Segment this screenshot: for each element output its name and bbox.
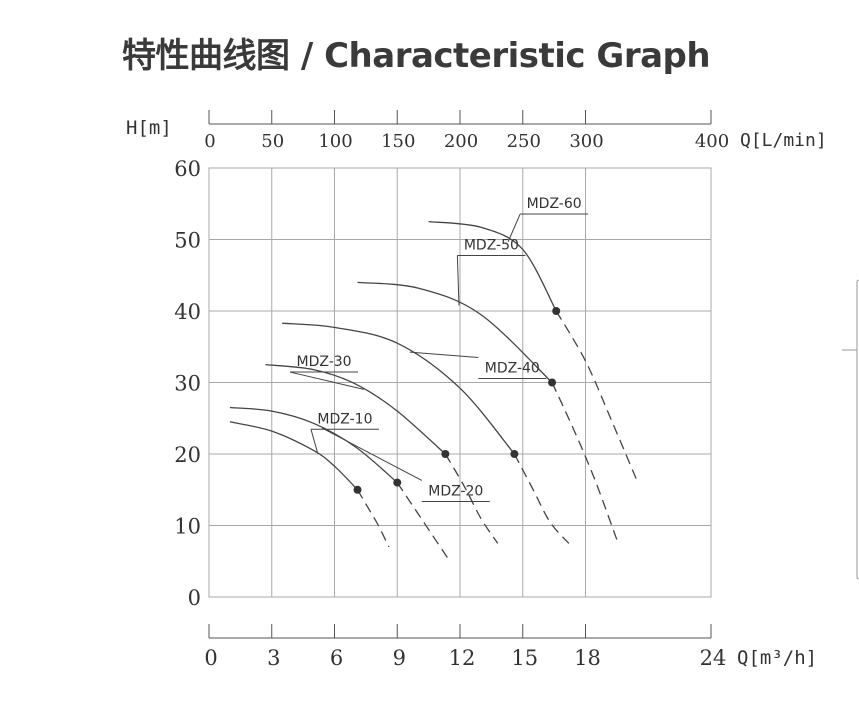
bottom-tick-label: 18 (574, 646, 601, 670)
curve-mdz-50-dashed (551, 382, 618, 541)
curve-mdz-30-solid (265, 363, 446, 455)
rated-point-mdz-60 (552, 307, 561, 315)
y-axis-label: H[m] (126, 117, 172, 139)
top-x-axis-label: Q[L/min] (740, 130, 827, 151)
label-mdz-30: MDZ-30 (297, 354, 352, 370)
top-tick-label: 100 (318, 131, 352, 152)
y-tick-label: 60 (174, 157, 201, 181)
page-title: 特性曲线图 / Characteristic Graph (122, 36, 711, 76)
curve-mdz-10-solid (229, 421, 358, 491)
edge-decoration (842, 279, 859, 580)
rated-point-mdz-30 (441, 450, 450, 458)
top-tick-label: 150 (381, 131, 415, 152)
bottom-tick-label: 24 (700, 646, 727, 670)
rated-point-mdz-10 (353, 485, 362, 494)
bottom-tick-label: 9 (393, 646, 406, 670)
top-tick-label: 300 (569, 131, 603, 152)
label-leader (310, 429, 319, 454)
y-tick-label: 50 (174, 229, 201, 253)
label-mdz-40: MDZ-40 (485, 360, 540, 376)
label-leader (289, 371, 364, 390)
curve-mdz-40-solid (282, 322, 515, 455)
curve-mdz-40-dashed (513, 453, 570, 544)
curve-mdz-60-dashed (555, 310, 639, 483)
curve-mdz-50-solid (357, 281, 553, 383)
curve-mdz-30-dashed (444, 453, 499, 544)
rated-point-mdz-40 (510, 450, 519, 458)
curve-mdz-20-solid (229, 406, 398, 484)
grid (208, 167, 712, 598)
bottom-tick-label: 0 (204, 646, 217, 670)
label-leader (456, 255, 460, 306)
label-mdz-60: MDZ-60 (527, 196, 582, 212)
y-tick-label: 0 (188, 586, 201, 610)
curve-labels: MDZ-10 MDZ-20 MDZ-30 MDZ-40 MDZ-50 MDZ-60 (289, 196, 589, 502)
y-tick-label: 30 (174, 372, 201, 396)
y-tick-label: 40 (174, 300, 201, 324)
bottom-tick-label: 15 (511, 646, 538, 670)
label-mdz-10: MDZ-10 (317, 411, 372, 427)
top-tick-label: 200 (444, 131, 478, 152)
top-tick-label: 250 (507, 131, 541, 152)
bottom-tick-label: 12 (449, 646, 476, 670)
top-tick-label: 50 (261, 131, 284, 152)
label-leader (321, 427, 423, 481)
label-mdz-50: MDZ-50 (464, 238, 519, 254)
y-tick-label: 20 (174, 443, 201, 467)
curve-mdz-60-solid (428, 220, 557, 312)
label-leader (409, 351, 479, 358)
top-tick-label: 400 (695, 131, 729, 152)
top-tick-label: 0 (204, 131, 215, 152)
y-tick-label: 10 (174, 515, 201, 539)
bottom-tick-label: 3 (267, 646, 280, 670)
bottom-x-axis-label: Q[m³/h] (737, 647, 817, 669)
label-leader (507, 213, 521, 242)
bottom-tick-label: 6 (330, 646, 343, 670)
rated-point-mdz-50 (548, 378, 557, 387)
rated-point-mdz-20 (393, 478, 402, 487)
curves (229, 220, 639, 559)
label-mdz-20: MDZ-20 (428, 483, 483, 499)
curve-mdz-10-dashed (356, 489, 390, 548)
